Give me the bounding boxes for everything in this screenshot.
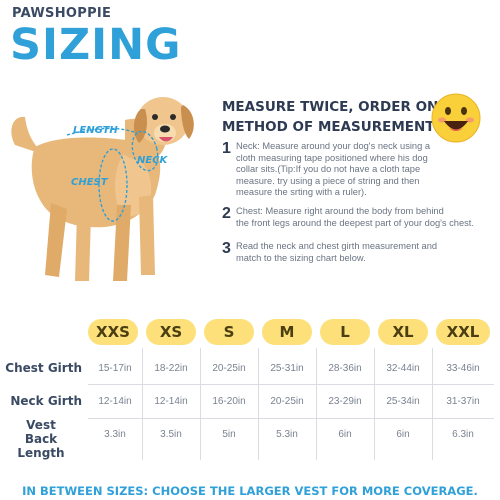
step-3-number: 3 [222, 240, 231, 257]
step-2-text: Chest: Measure right around the body fro… [236, 206, 474, 228]
table-cell: 12-14in [98, 396, 132, 407]
grid-divider [258, 348, 259, 460]
table-cell: 15-17in [98, 363, 132, 374]
step-1-text: Neck: Measure around your dog's neck usi… [236, 141, 431, 197]
table-cell: 18-22in [154, 363, 188, 374]
table-cell: 5.3in [276, 429, 298, 440]
table-cell: 33-46in [446, 363, 480, 374]
step-2-number: 2 [222, 205, 231, 222]
table-cell: 6in [338, 429, 352, 440]
table-cell: 6.3in [452, 429, 474, 440]
grid-divider [142, 348, 143, 460]
table-cell: 32-44in [386, 363, 420, 374]
table-cell: 23-29in [328, 396, 362, 407]
table-cell: 12-14in [154, 396, 188, 407]
table-cell: 16-20in [212, 396, 246, 407]
dog-illustration: LENGTH NECK CHEST [5, 85, 215, 295]
table-cell: 25-34in [386, 396, 420, 407]
size-header-xs: XS [146, 319, 196, 345]
row-label-vest-back-length: Vest Back Length [17, 418, 65, 460]
grid-divider [88, 418, 494, 419]
table-cell: 25-31in [270, 363, 304, 374]
page-title: SIZING [10, 20, 182, 70]
grid-divider [432, 348, 433, 460]
smiley-icon [430, 92, 482, 149]
table-cell: 31-37in [446, 396, 480, 407]
size-header-xxs: XXS [88, 319, 138, 345]
chest-label: CHEST [71, 177, 108, 188]
size-header-m: M [262, 319, 312, 345]
heading-method: METHOD OF MEASUREMENT: [222, 119, 440, 135]
grid-divider [200, 348, 201, 460]
row-label-chest-girth: Chest Girth [5, 361, 82, 375]
table-cell: 5in [222, 429, 236, 440]
size-header-xxl: XXL [436, 319, 490, 345]
grid-divider [316, 348, 317, 460]
footer-note: IN BETWEEN SIZES: CHOOSE THE LARGER VEST… [22, 484, 478, 498]
neck-label: NECK [137, 155, 168, 166]
row-label-neck-girth: Neck Girth [10, 394, 82, 408]
grid-divider [374, 348, 375, 460]
size-header-l: L [320, 319, 370, 345]
length-label: LENGTH [73, 125, 118, 136]
table-cell: 3.3in [104, 429, 126, 440]
brand-name: PAWSHOPPIE [12, 6, 112, 21]
size-header-xl: XL [378, 319, 428, 345]
table-cell: 6in [396, 429, 410, 440]
table-cell: 20-25in [270, 396, 304, 407]
grid-divider [88, 384, 494, 385]
table-cell: 20-25in [212, 363, 246, 374]
step-3-text: Read the neck and chest girth measuremen… [236, 241, 438, 263]
size-header-s: S [204, 319, 254, 345]
table-cell: 28-36in [328, 363, 362, 374]
heading-measure-twice: MEASURE TWICE, ORDER ONCE [222, 99, 458, 115]
table-cell: 3.5in [160, 429, 182, 440]
step-1-number: 1 [222, 140, 231, 157]
dog-icon [11, 97, 194, 281]
